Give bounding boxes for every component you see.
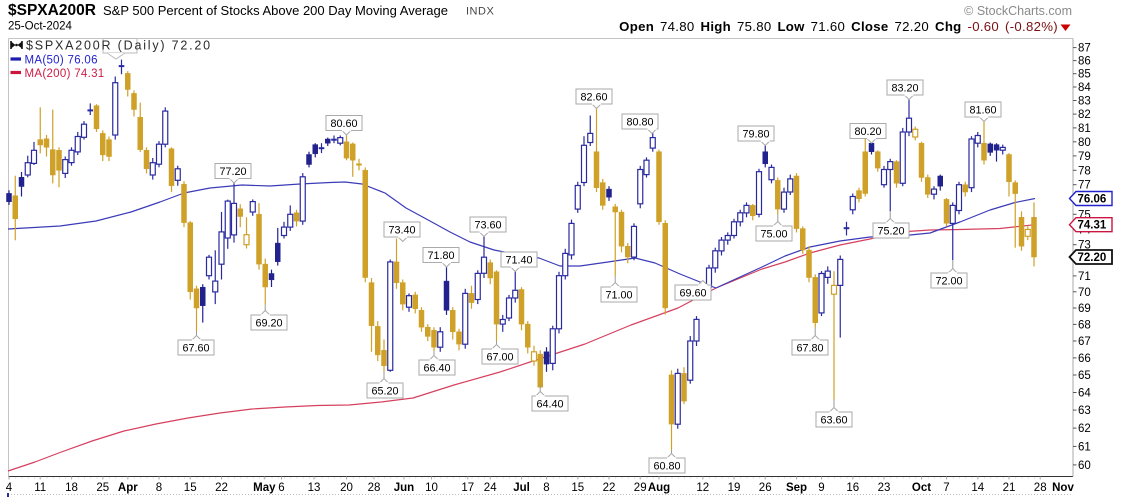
- svg-text:69: 69: [1078, 303, 1091, 315]
- svg-text:67.00: 67.00: [486, 352, 513, 364]
- svg-text:81.60: 81.60: [969, 105, 996, 117]
- svg-text:80.80: 80.80: [626, 117, 653, 129]
- svg-text:63.60: 63.60: [820, 415, 847, 427]
- svg-text:71.40: 71.40: [505, 255, 532, 267]
- svg-text:69.20: 69.20: [255, 318, 282, 330]
- svg-text:24: 24: [484, 482, 497, 494]
- svg-text:18: 18: [65, 482, 78, 494]
- svg-text:Apr: Apr: [118, 482, 138, 494]
- svg-text:79: 79: [1078, 151, 1091, 163]
- svg-text:INDX: INDX: [466, 6, 494, 18]
- svg-text:63: 63: [1078, 405, 1091, 417]
- svg-text:14: 14: [971, 482, 984, 494]
- svg-text:$SPXA200R: $SPXA200R: [8, 2, 96, 19]
- svg-text:17: 17: [461, 482, 474, 494]
- svg-text:84: 84: [1078, 82, 1091, 94]
- svg-text:73: 73: [1078, 240, 1091, 252]
- svg-text:8: 8: [543, 482, 549, 494]
- svg-text:87: 87: [1078, 43, 1091, 55]
- svg-text:8: 8: [156, 482, 162, 494]
- svg-text:9: 9: [818, 482, 824, 494]
- svg-text:82: 82: [1078, 109, 1091, 121]
- svg-text:68: 68: [1078, 319, 1091, 331]
- svg-text:69.60: 69.60: [679, 288, 706, 300]
- svg-text:11: 11: [34, 482, 46, 494]
- svg-text:65.20: 65.20: [371, 386, 398, 398]
- svg-text:10: 10: [425, 482, 438, 494]
- svg-text:20: 20: [340, 482, 353, 494]
- svg-text:73.40: 73.40: [388, 225, 415, 237]
- svg-text:64: 64: [1078, 388, 1091, 400]
- svg-text:73.60: 73.60: [474, 220, 501, 232]
- svg-text:67.60: 67.60: [182, 343, 209, 355]
- svg-text:75.00: 75.00: [760, 229, 787, 241]
- svg-text:66: 66: [1078, 353, 1091, 365]
- svg-text:62: 62: [1078, 423, 1091, 435]
- svg-text:60: 60: [1078, 460, 1091, 472]
- svg-text:© StockCharts.com: © StockCharts.com: [964, 4, 1072, 18]
- svg-text:81: 81: [1078, 123, 1091, 135]
- svg-text:83: 83: [1078, 96, 1091, 108]
- svg-text:77.20: 77.20: [219, 166, 246, 178]
- svg-text:MA(50) 76.06: MA(50) 76.06: [25, 55, 98, 67]
- svg-text:Nov: Nov: [1052, 482, 1074, 494]
- svg-text:23: 23: [878, 482, 891, 494]
- svg-text:28: 28: [368, 482, 381, 494]
- svg-text:78: 78: [1078, 165, 1091, 177]
- svg-text:29: 29: [634, 482, 647, 494]
- svg-text:22: 22: [603, 482, 616, 494]
- svg-text:80.20: 80.20: [854, 126, 881, 138]
- svg-text:Jul: Jul: [513, 482, 530, 494]
- svg-text:80.60: 80.60: [330, 118, 357, 130]
- svg-text:$SPXA200R (Daily) 72.20: $SPXA200R (Daily) 72.20: [26, 39, 212, 53]
- svg-text:65: 65: [1078, 370, 1091, 382]
- svg-text:74.31: 74.31: [1078, 220, 1107, 232]
- svg-text:Open 74.80 High 75.80 Low 71.6: Open 74.80 High 75.80 Low 71.60 Close 72…: [619, 19, 1058, 34]
- svg-text:13: 13: [308, 482, 321, 494]
- svg-text:72.20: 72.20: [1078, 252, 1107, 264]
- svg-text:67.80: 67.80: [796, 343, 823, 355]
- svg-text:75.20: 75.20: [877, 226, 904, 238]
- svg-text:S&P 500 Percent of Stocks Abov: S&P 500 Percent of Stocks Above 200 Day …: [103, 3, 448, 18]
- svg-text:71.00: 71.00: [605, 290, 632, 302]
- svg-text:25: 25: [96, 482, 109, 494]
- svg-text:Aug: Aug: [648, 482, 670, 494]
- svg-text:22: 22: [215, 482, 228, 494]
- svg-text:28: 28: [1034, 482, 1047, 494]
- svg-text:MA(200) 74.31: MA(200) 74.31: [25, 68, 105, 80]
- svg-text:16: 16: [846, 482, 859, 494]
- svg-text:64.40: 64.40: [536, 399, 563, 411]
- svg-text:71: 71: [1078, 271, 1091, 283]
- svg-text:71.80: 71.80: [427, 250, 454, 262]
- svg-text:15: 15: [571, 482, 584, 494]
- svg-text:66.40: 66.40: [423, 363, 450, 375]
- svg-text:4: 4: [6, 482, 13, 494]
- svg-text:67: 67: [1078, 336, 1091, 348]
- svg-text:70: 70: [1078, 287, 1091, 299]
- svg-text:May: May: [253, 482, 276, 494]
- svg-text:79.80: 79.80: [742, 129, 769, 141]
- svg-text:Sep: Sep: [786, 482, 807, 494]
- svg-text:15: 15: [184, 482, 197, 494]
- svg-text:21: 21: [1003, 482, 1016, 494]
- svg-text:7: 7: [943, 482, 949, 494]
- svg-text:86: 86: [1078, 56, 1091, 68]
- svg-text:12: 12: [696, 482, 709, 494]
- svg-text:85: 85: [1078, 69, 1091, 81]
- svg-text:77: 77: [1078, 180, 1091, 192]
- svg-text:Oct: Oct: [912, 482, 931, 494]
- svg-text:6: 6: [278, 482, 284, 494]
- svg-text:82.60: 82.60: [580, 92, 607, 104]
- svg-text:72.00: 72.00: [935, 276, 962, 288]
- svg-text:61: 61: [1078, 441, 1091, 453]
- svg-text:80: 80: [1078, 137, 1091, 149]
- svg-text:60.80: 60.80: [653, 461, 680, 473]
- svg-text:83.20: 83.20: [891, 83, 918, 95]
- svg-text:76.06: 76.06: [1078, 194, 1107, 206]
- svg-text:19: 19: [728, 482, 741, 494]
- svg-text:25-Oct-2024: 25-Oct-2024: [8, 21, 73, 33]
- svg-text:26: 26: [759, 482, 772, 494]
- svg-text:Jun: Jun: [394, 482, 414, 494]
